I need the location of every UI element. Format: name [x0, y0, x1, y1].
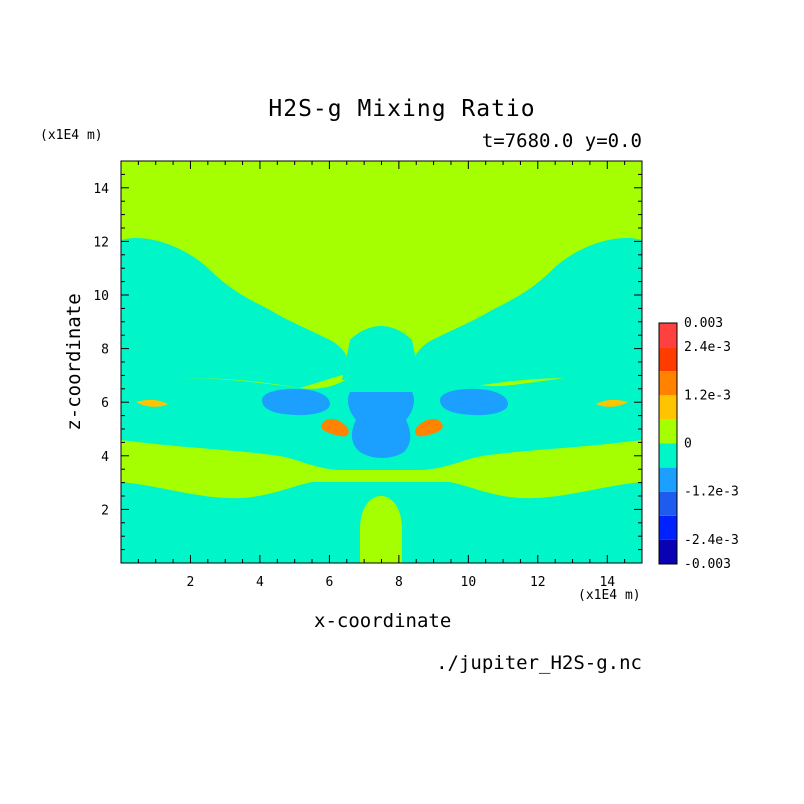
field-negative-center [342, 326, 420, 380]
x-tick-label: 4 [256, 575, 264, 590]
colorbar-swatch [659, 371, 677, 396]
colorbar-tick-label: 0 [684, 437, 692, 452]
colorbar-swatch [659, 443, 677, 468]
colorbar-tick-label: -2.4e-3 [684, 533, 739, 548]
field-positive-mid-band [121, 440, 642, 499]
field-strong-positive-right [415, 418, 443, 437]
colorbar-swatch [659, 539, 677, 564]
colorbar-swatch [659, 515, 677, 540]
x-axis-unit: (x1E4 m) [578, 588, 641, 603]
y-tick-label: 14 [93, 182, 109, 197]
chart-title: H2S-g Mixing Ratio [268, 96, 536, 122]
y-tick-label: 10 [93, 289, 109, 304]
field-negative-lower-band [121, 363, 642, 563]
field-positive-streak-left [136, 399, 168, 407]
x-tick-label: 6 [325, 575, 333, 590]
colorbar-tick-label: -0.003 [684, 557, 731, 572]
field-negative-upper-right [410, 238, 642, 388]
y-tick-label: 8 [101, 343, 109, 358]
x-axis-label: x-coordinate [314, 610, 452, 632]
y-tick-label: 2 [101, 503, 109, 518]
field-positive-lower-blob [360, 496, 402, 563]
source-file-label: ./jupiter_H2S-g.nc [436, 652, 642, 674]
field-strong-positive-left [321, 418, 349, 437]
colorbar: 0.003 2.4e-3 1.2e-3 0 -1.2e-3 -2.4e-3 -0.003 [658, 316, 739, 572]
x-tick-label: 14 [599, 575, 615, 590]
x-tick-label: 2 [187, 575, 195, 590]
x-tick-label: 8 [395, 575, 403, 590]
heatmap-field [121, 161, 642, 563]
colorbar-swatch [659, 395, 677, 420]
colorbar-tick-label: 2.4e-3 [684, 340, 731, 355]
field-strong-negative-right [440, 388, 508, 416]
axes-group: 2 4 6 8 10 12 14 2 4 6 8 10 12 14 [93, 161, 642, 590]
field-negative-upper-left [121, 238, 352, 388]
colorbar-swatch [659, 419, 677, 444]
y-axis-unit: (x1E4 m) [40, 128, 103, 143]
x-tick-label: 12 [530, 575, 546, 590]
colorbar-frame [658, 322, 678, 565]
colorbar-tick-label: 0.003 [684, 316, 723, 331]
colorbar-swatch [659, 323, 677, 348]
colorbar-swatch [659, 491, 677, 516]
colorbar-swatch [659, 467, 677, 492]
colorbar-swatch [659, 347, 677, 372]
colorbar-tick-label: 1.2e-3 [684, 388, 731, 403]
y-tick-label: 6 [101, 396, 109, 411]
y-tick-label: 4 [101, 450, 109, 465]
colorbar-tick-label: -1.2e-3 [684, 485, 739, 500]
chart-subtitle: t=7680.0 y=0.0 [481, 130, 642, 152]
field-positive-streak-right [596, 399, 628, 407]
x-tick-label: 10 [461, 575, 477, 590]
field-strong-negative-left [262, 388, 330, 416]
y-tick-label: 12 [93, 235, 109, 250]
field-strong-negative-center [348, 392, 414, 458]
